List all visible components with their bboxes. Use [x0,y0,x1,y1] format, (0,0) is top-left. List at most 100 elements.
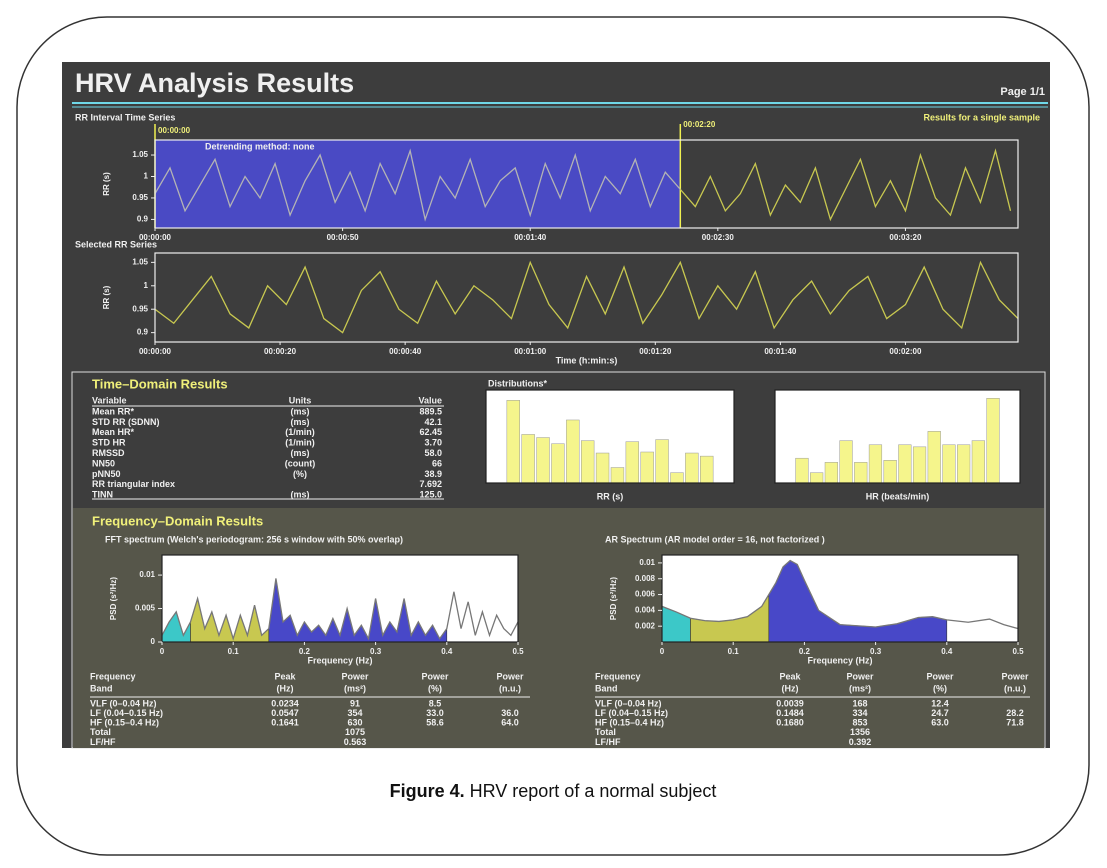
y-axis-label: RR (s) [102,285,111,309]
column-header: Units [289,395,312,405]
y-tick-label: 0.008 [635,574,656,583]
table-cell: (%) [293,469,307,479]
bar [942,444,956,484]
table-cell: (count) [285,458,316,468]
report-title: HRV Analysis Results [75,68,354,98]
section-title: Time–Domain Results [92,376,228,391]
plot-frame [661,554,1019,643]
bar [551,443,565,484]
column-header: Power [341,671,369,681]
bar [655,439,669,484]
y-tick-label: 0.006 [635,590,656,599]
bar [912,446,927,484]
y-tick-label: 1 [144,172,149,181]
table-cell: 889.5 [419,406,442,416]
x-axis-label: HR (beats/min) [866,491,930,501]
table-cell: RR triangular index [92,479,175,489]
column-header: (n.u.) [499,683,521,693]
table-cell: 91 [350,698,360,708]
bar [971,440,985,484]
table-cell: RMSSD [92,448,125,458]
caption-label: Figure 4. [390,781,465,801]
table-cell: Total [595,727,616,737]
table-cell: 58.0 [424,448,442,458]
table-cell: HF (0.15–0.4 Hz) [90,718,159,728]
x-tick-label: 00:00:00 [139,233,172,242]
x-axis-label: RR (s) [597,491,624,501]
column-header: Power [846,671,874,681]
column-header: (%) [933,683,947,693]
table-cell: 0.392 [849,737,872,747]
table-cell: LF (0.04–0.15 Hz) [595,708,668,718]
series-line [154,148,681,222]
column-header: (ms²) [344,683,366,693]
table-cell: 63.0 [931,718,949,728]
x-tick-label: 0.2 [299,647,311,656]
sample-note: Results for a single sample [923,112,1040,122]
table-cell: 71.8 [1006,718,1024,728]
section-title: RR Interval Time Series [75,112,175,122]
table-cell: 24.7 [931,708,949,718]
table-cell: 28.2 [1006,708,1024,718]
table-cell: VLF (0–0.04 Hz) [90,698,157,708]
x-tick-label: 0.3 [370,647,382,656]
column-header: (ms²) [849,683,871,693]
table-cell: 7.692 [419,479,442,489]
selection-label: 00:00:00 [158,126,191,135]
plot-frame [154,139,1019,229]
column-header: Peak [779,671,801,681]
table-cell: 0.1484 [776,708,804,718]
section-title: Frequency–Domain Results [92,513,263,528]
table-cell: (ms) [290,490,309,500]
y-axis-label: RR (s) [102,172,111,196]
table-cell: 38.9 [424,469,442,479]
x-tick-label: 0 [660,647,665,656]
x-axis-label: Time (h:min:s) [556,355,618,365]
table-cell: HF (0.15–0.4 Hz) [595,718,664,728]
bar [580,440,595,484]
column-header: Variable [92,395,127,405]
bar [685,452,699,484]
bar [595,452,610,484]
series-line [679,148,1012,222]
table-cell: NN50 [92,458,115,468]
bar [883,460,897,484]
bar [506,400,520,484]
x-tick-label: 00:03:20 [889,233,922,242]
y-tick-label: 0.95 [132,193,148,202]
x-tick-label: 0.5 [512,647,524,656]
x-tick-label: 00:00:50 [327,233,360,242]
plot-frame [485,389,735,484]
x-tick-label: 00:00:20 [264,347,297,356]
y-tick-label: 0 [151,637,156,646]
table-cell: 334 [852,708,867,718]
bar [795,457,809,484]
chart-title: AR Spectrum (AR model order = 16, not fa… [605,534,825,544]
y-tick-label: 1.05 [132,257,148,266]
table-cell: LF (0.04–0.15 Hz) [90,708,163,718]
page-number: Page 1/1 [1000,86,1045,98]
table-cell: 0.0234 [271,698,299,708]
x-tick-label: 0 [160,647,165,656]
bar [957,444,971,484]
x-tick-label: 00:01:00 [514,347,547,356]
column-header: Band [595,683,618,693]
x-tick-label: 0.4 [941,647,953,656]
table-cell: (1/min) [285,427,315,437]
bar [640,451,654,484]
plot-frame [161,554,519,643]
bar [854,462,868,484]
table-cell: STD HR [92,438,126,448]
y-tick-label: 1 [144,281,149,290]
column-header: (Hz) [277,683,294,693]
column-header: (Hz) [782,683,799,693]
table-cell: 33.0 [426,708,444,718]
column-header: (n.u.) [1004,683,1026,693]
x-tick-label: 00:01:40 [514,233,547,242]
caption: Figure 4. HRV report of a normal subject [390,781,717,801]
x-tick-label: 0.1 [728,647,740,656]
bar [625,441,640,484]
table-cell: 125.0 [419,490,442,500]
x-axis-label: Frequency (Hz) [807,655,872,665]
y-axis-label: PSD (s²/Hz) [609,577,618,620]
